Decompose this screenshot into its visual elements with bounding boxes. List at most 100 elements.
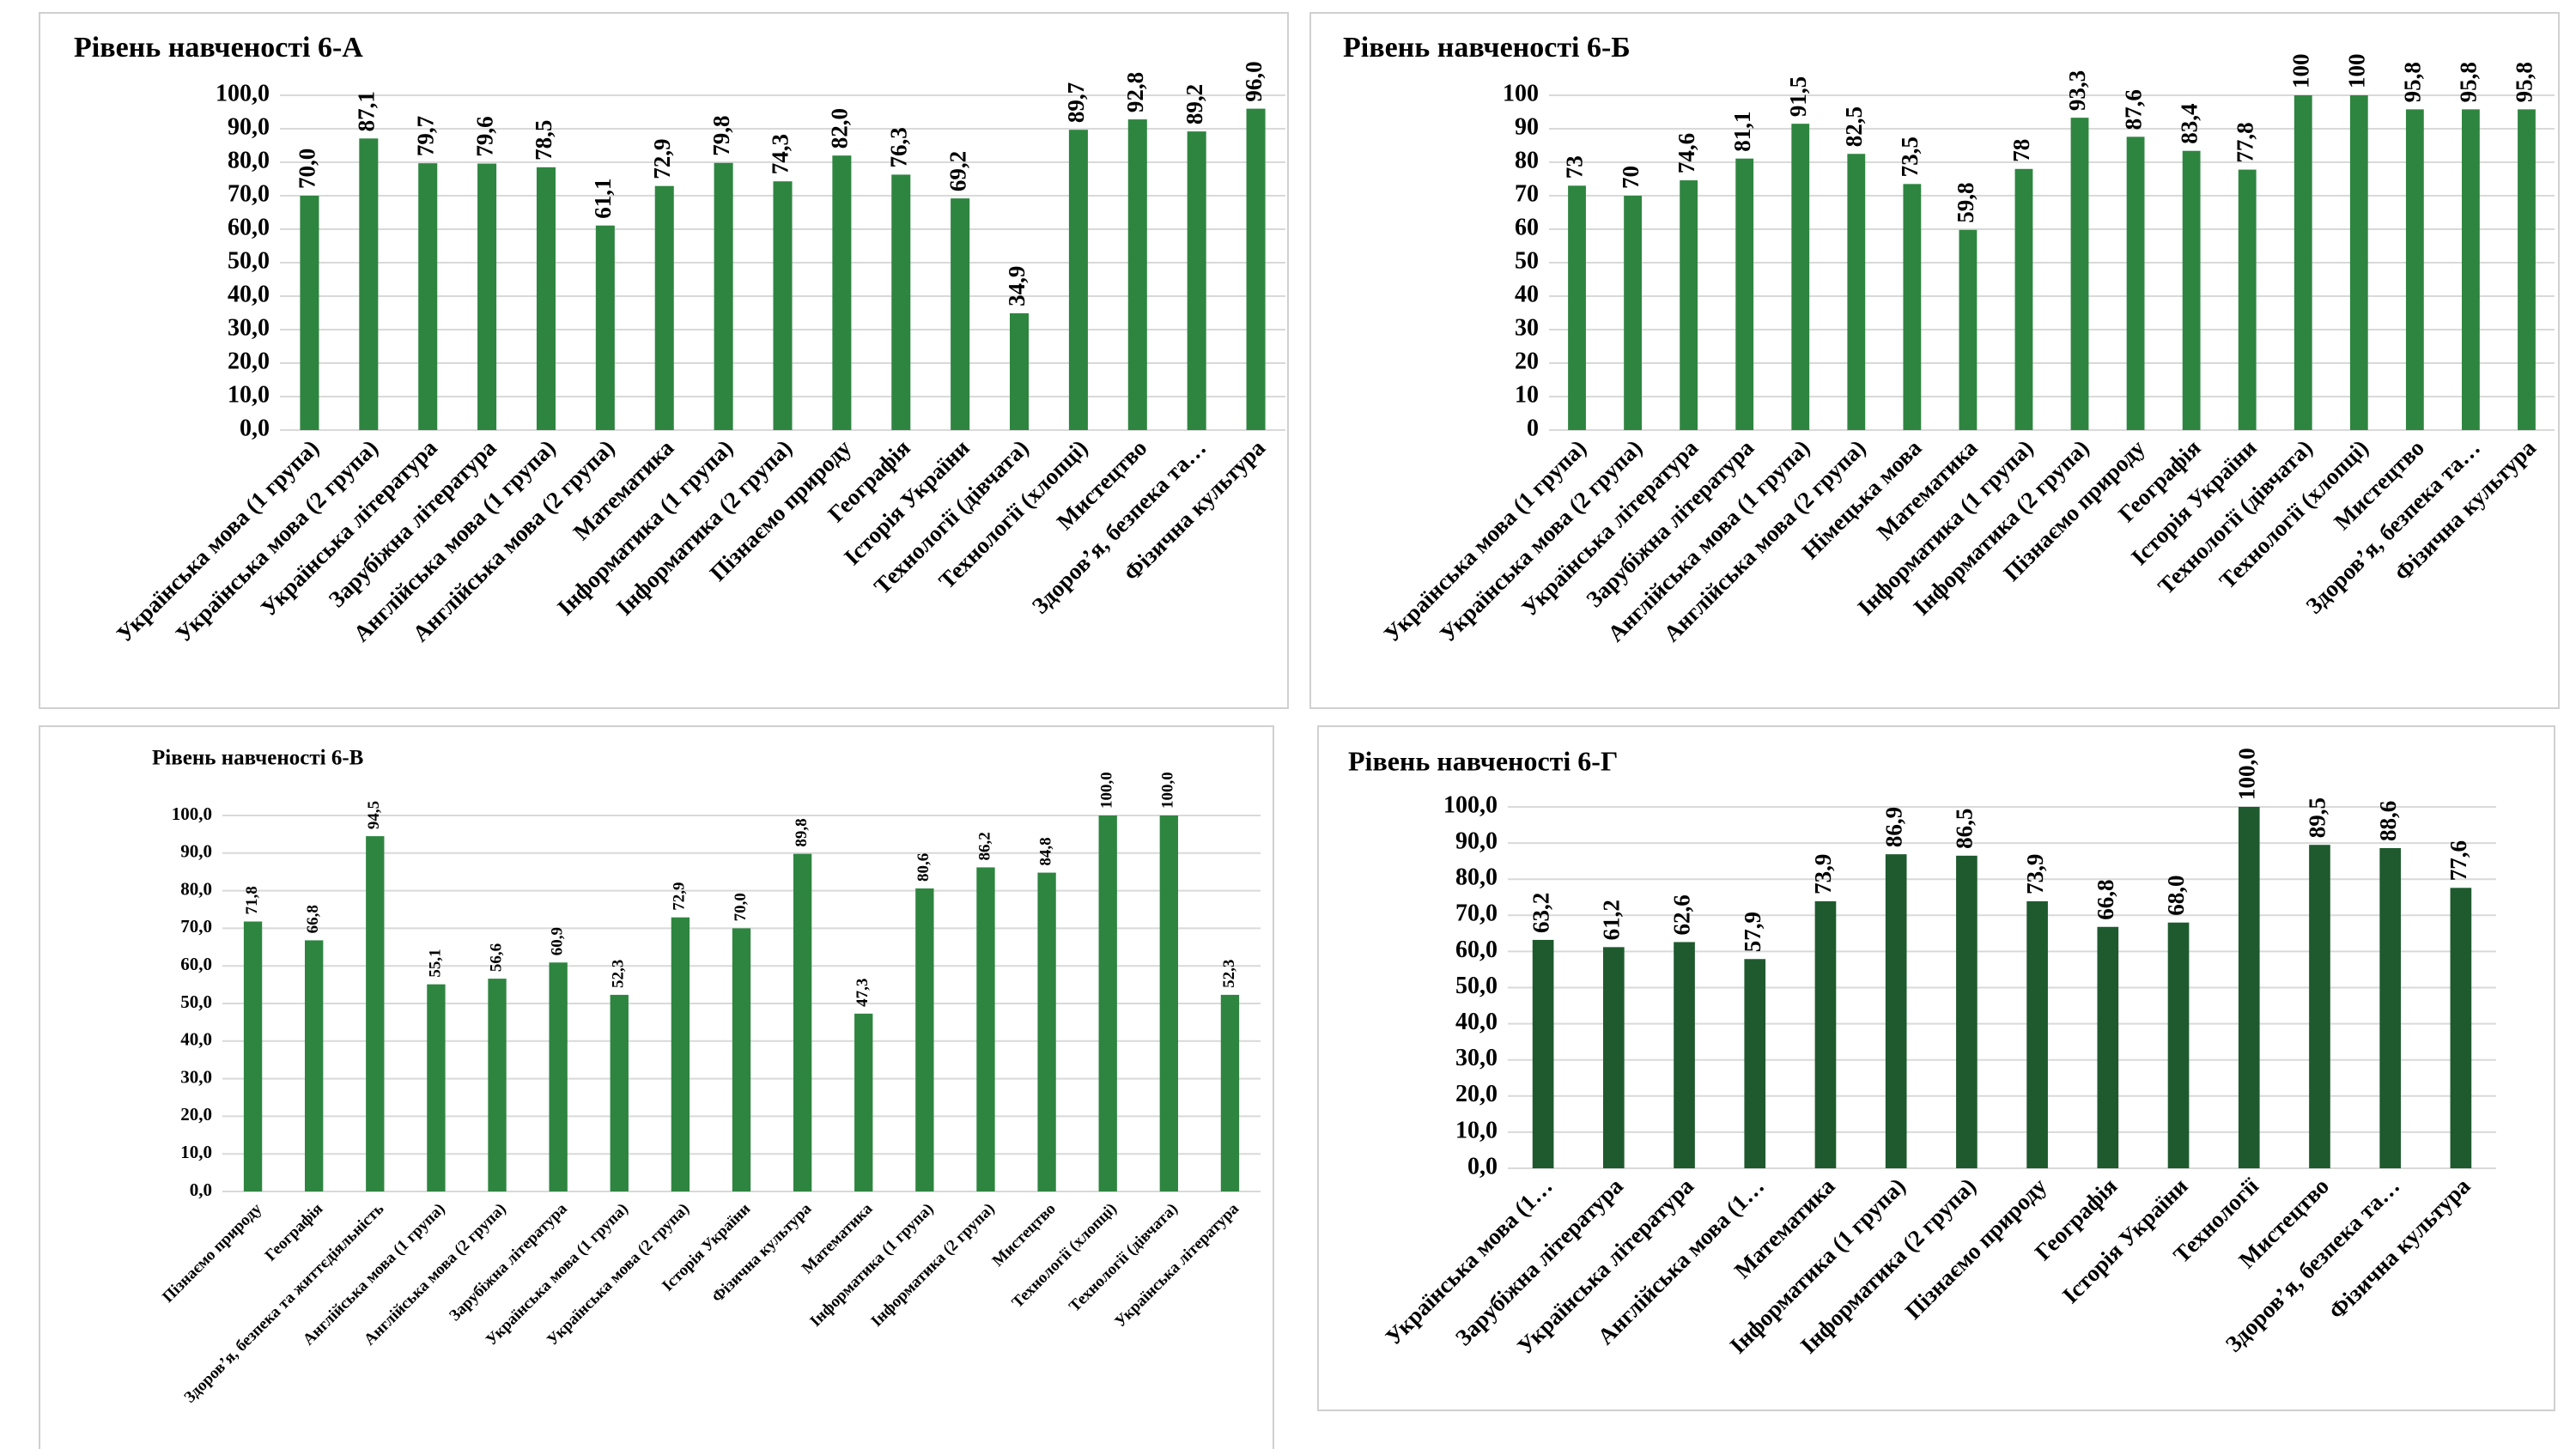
value-label: 86,2 — [975, 832, 993, 860]
value-label: 82,0 — [827, 108, 853, 149]
y-tick-label: 50,0 — [1455, 973, 1498, 999]
panel — [39, 725, 1274, 1449]
value-label: 87,1 — [354, 91, 380, 131]
value-label: 68,0 — [2163, 875, 2189, 915]
value-label: 74,6 — [1674, 133, 1699, 173]
value-label: 55,1 — [426, 949, 444, 977]
value-label: 62,6 — [1669, 894, 1695, 935]
value-label: 100,0 — [1098, 772, 1116, 809]
value-label: 93,3 — [2064, 70, 2090, 111]
y-tick-label: 20 — [1515, 348, 1539, 374]
bar — [359, 138, 379, 430]
bar — [2379, 847, 2402, 1168]
y-tick-label: 20,0 — [1455, 1081, 1498, 1107]
bar — [2070, 118, 2089, 430]
bar — [2182, 150, 2201, 431]
bar — [1127, 119, 1147, 430]
bar — [976, 867, 995, 1191]
bar — [366, 836, 385, 1191]
value-label: 70 — [1618, 166, 1643, 189]
bar — [2462, 109, 2480, 430]
y-tick-label: 80,0 — [1455, 864, 1498, 891]
bar — [595, 225, 615, 430]
bar — [2014, 168, 2033, 431]
bar — [2293, 95, 2312, 430]
bar — [951, 198, 970, 430]
y-tick-label: 80,0 — [228, 147, 270, 173]
bar — [610, 994, 629, 1191]
value-label: 92,8 — [1122, 72, 1148, 112]
bar — [732, 928, 751, 1191]
value-label: 78,5 — [531, 120, 556, 161]
bar — [891, 174, 911, 430]
bar — [1037, 872, 1056, 1191]
value-label: 86,5 — [1952, 809, 1978, 849]
bar — [793, 853, 812, 1191]
bar — [2238, 169, 2257, 430]
value-label: 86,9 — [1880, 807, 1906, 847]
bar — [2126, 136, 2145, 431]
y-tick-label: 0,0 — [190, 1179, 212, 1200]
value-label: 72,9 — [671, 882, 689, 910]
bar — [773, 181, 793, 431]
bar — [2167, 922, 2190, 1168]
y-tick-label: 100 — [1503, 80, 1539, 106]
value-label: 61,2 — [1599, 900, 1625, 940]
value-label: 66,8 — [2093, 880, 2118, 920]
value-label: 79,6 — [471, 116, 497, 156]
y-tick-label: 30 — [1515, 314, 1539, 341]
y-tick-label: 40,0 — [180, 1029, 212, 1050]
value-label: 77,8 — [2232, 122, 2257, 162]
y-tick-label: 60,0 — [180, 954, 212, 974]
y-tick-label: 90 — [1515, 113, 1539, 140]
bar — [1568, 185, 1586, 431]
value-label: 52,3 — [1220, 960, 1238, 988]
bar — [1010, 312, 1030, 430]
y-tick-label: 60,0 — [228, 214, 270, 240]
y-tick-label: 100,0 — [1443, 791, 1498, 818]
value-label: 56,6 — [487, 943, 505, 972]
bar — [536, 167, 556, 430]
y-tick-label: 50 — [1515, 247, 1539, 274]
y-tick-label: 40,0 — [1455, 1009, 1498, 1035]
bar — [1847, 154, 1866, 430]
value-label: 63,2 — [1528, 893, 1553, 933]
bar — [1744, 959, 1766, 1168]
bar — [1246, 108, 1266, 430]
bar — [300, 196, 319, 430]
value-label: 34,9 — [1004, 266, 1030, 306]
y-tick-label: 10,0 — [1455, 1117, 1498, 1143]
value-label: 77,6 — [2445, 840, 2471, 881]
bar — [1735, 158, 1754, 430]
bar — [1068, 130, 1088, 431]
bar — [1680, 180, 1698, 430]
value-label: 89,8 — [793, 818, 811, 846]
value-label: 73,9 — [1810, 854, 1836, 894]
bar — [1903, 184, 1922, 430]
bar — [1532, 939, 1554, 1168]
bar — [1959, 229, 1978, 430]
bar — [488, 979, 507, 1191]
y-tick-label: 40,0 — [228, 281, 270, 307]
bar — [2309, 845, 2330, 1168]
bar — [427, 984, 446, 1191]
bar — [2097, 926, 2119, 1168]
value-label: 100,0 — [2233, 748, 2259, 800]
y-tick-label: 100,0 — [172, 803, 212, 824]
value-label: 80,6 — [914, 853, 933, 882]
panel — [1317, 725, 2555, 1411]
y-tick-label: 70 — [1515, 180, 1539, 207]
value-label: 70,0 — [732, 893, 750, 921]
y-tick-label: 10,0 — [228, 381, 270, 408]
value-label: 73,9 — [2022, 854, 2048, 894]
value-label: 57,9 — [1740, 912, 1765, 952]
bar — [1885, 854, 1907, 1168]
y-tick-label: 50,0 — [228, 247, 270, 274]
y-tick-label: 90,0 — [1455, 828, 1498, 855]
value-label: 73,5 — [1897, 136, 1923, 177]
y-tick-label: 20,0 — [228, 348, 270, 374]
y-tick-label: 50,0 — [180, 991, 212, 1012]
value-label: 74,3 — [768, 134, 793, 174]
value-label: 95,8 — [2456, 62, 2482, 102]
